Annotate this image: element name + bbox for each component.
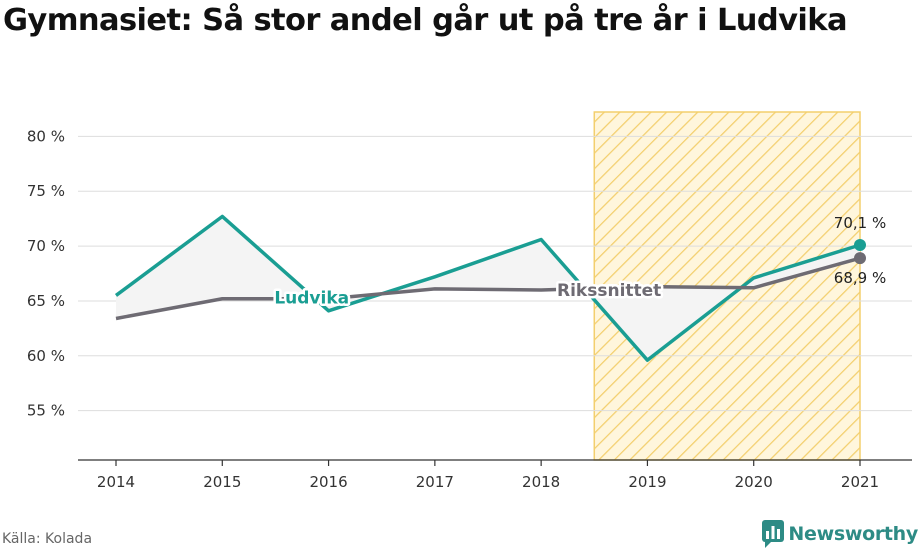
x-tick-label: 2018 (522, 473, 560, 491)
ludvika-line (114, 214, 861, 362)
rikssnittet-series-label: Rikssnittet (557, 281, 661, 301)
chart-title: Gymnasiet: Så stor andel går ut på tre å… (3, 3, 848, 38)
rikssnittet-line (115, 256, 861, 321)
y-tick-label: 65 % (27, 292, 65, 310)
source-note: Källa: Kolada (2, 531, 93, 547)
x-tick-label: 2020 (735, 473, 773, 491)
ludvika-series-label: Ludvika (274, 289, 349, 309)
y-tick-label: 70 % (27, 237, 65, 255)
x-tick-label: 2015 (203, 473, 241, 491)
x-tick-label: 2014 (97, 473, 135, 491)
ludvika-end-label: 70,1 % (834, 214, 886, 232)
rikssnittet-end-label: 68,9 % (834, 269, 886, 287)
brand-name: Newsworthy (788, 523, 918, 545)
brand-logo: Newsworthy (762, 519, 918, 549)
y-tick-label: 80 % (27, 127, 65, 145)
y-tick-label: 60 % (27, 347, 65, 365)
y-tick-label: 55 % (27, 402, 65, 420)
x-tick-label: 2021 (841, 473, 879, 491)
x-tick-label: 2019 (628, 473, 666, 491)
y-tick-label: 75 % (27, 182, 65, 200)
x-tick-label: 2016 (309, 473, 347, 491)
x-tick-label: 2017 (416, 473, 454, 491)
rikssnittet-end-point (854, 252, 866, 265)
newsworthy-logo-icon (762, 520, 785, 548)
ludvika-end-point (854, 238, 866, 251)
